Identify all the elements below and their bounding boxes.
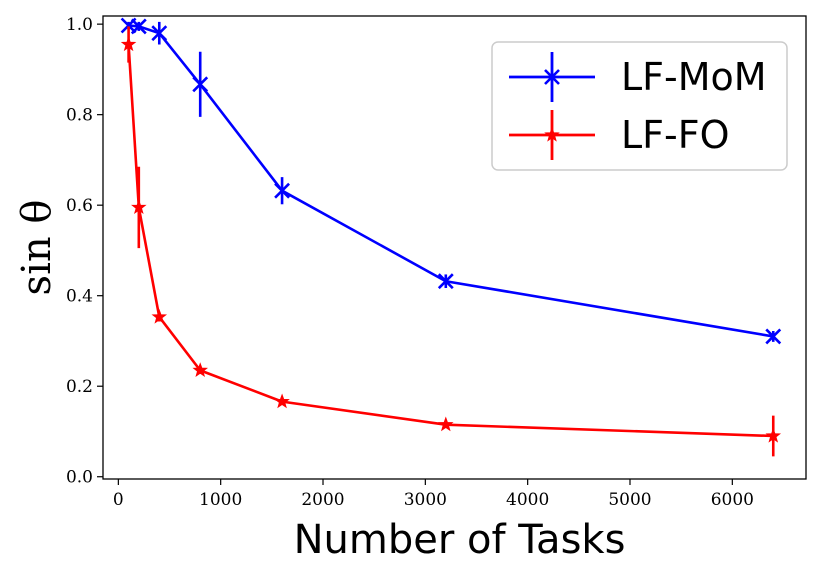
star-marker: [544, 126, 560, 142]
star-marker: [192, 362, 208, 377]
y-tick-label: 1.0: [66, 15, 93, 35]
x-marker: [192, 76, 209, 93]
y-tick-label: 0.6: [66, 196, 93, 216]
star-marker: [438, 416, 454, 432]
x-marker: [274, 182, 290, 199]
x-marker: [544, 69, 560, 85]
x-tick-label: 1000: [199, 490, 242, 510]
x-marker: [151, 25, 168, 42]
x-marker: [130, 18, 147, 35]
x-axis-title: Number of Tasks: [294, 517, 626, 563]
legend-label-1: LF-FO: [621, 113, 730, 157]
y-tick-label: 0.4: [66, 287, 93, 307]
x-tick-label: 4000: [506, 490, 549, 510]
x-tick-label: 6000: [711, 490, 754, 510]
legend-label-0: LF-MoM: [621, 55, 767, 99]
x-tick-label: 2000: [301, 490, 344, 510]
y-tick-label: 0.0: [66, 468, 93, 488]
star-marker: [765, 427, 782, 443]
x-marker: [437, 273, 454, 290]
y-tick-label: 0.8: [66, 106, 93, 126]
star-marker: [151, 308, 168, 324]
star-marker: [120, 36, 137, 52]
y-axis-title: sin θ: [14, 200, 60, 296]
legend-box: [491, 41, 788, 171]
star-marker: [274, 393, 290, 409]
x-tick-label: 0: [113, 490, 124, 510]
x-marker: [765, 328, 782, 345]
star-marker: [131, 199, 147, 215]
x-tick-label: 5000: [608, 490, 651, 510]
y-tick-label: 0.2: [66, 377, 93, 397]
plot-frame: [102, 15, 807, 480]
x-tick-label: 3000: [404, 490, 447, 510]
